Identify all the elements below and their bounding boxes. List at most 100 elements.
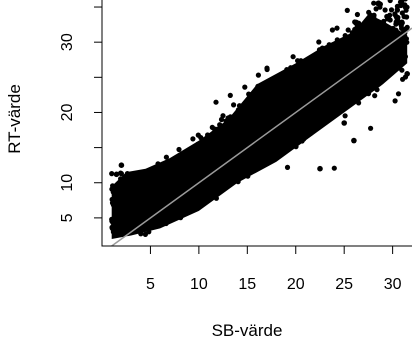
cloud-point [385, 54, 391, 60]
data-point [351, 137, 357, 144]
cloud-point [154, 167, 160, 173]
cloud-point [334, 25, 340, 31]
cloud-point [164, 171, 170, 177]
cloud-point [178, 215, 184, 221]
cloud-point [163, 154, 169, 160]
cloud-point [169, 215, 175, 222]
cloud-point [375, 68, 381, 74]
cloud-point [223, 123, 229, 129]
cloud-point [382, 38, 388, 44]
cloud-point [255, 72, 261, 78]
cloud-point [217, 122, 223, 128]
cloud-point [373, 6, 379, 12]
cloud-point [157, 176, 163, 182]
cloud-point [351, 57, 357, 64]
data-point [404, 71, 411, 77]
cloud-point [219, 181, 225, 187]
data-point [331, 74, 338, 81]
cloud-point [218, 136, 224, 142]
cloud-point [340, 79, 346, 85]
cloud-point [358, 53, 364, 60]
cloud-point [109, 171, 115, 177]
cloud-point [310, 80, 316, 86]
cloud-point [187, 152, 193, 158]
axes-layer [101, 0, 412, 247]
cloud-point [404, 14, 410, 20]
cloud-point [250, 103, 257, 109]
cloud-point [378, 27, 384, 33]
cloud-point [290, 54, 296, 60]
cloud-point [372, 28, 378, 34]
cloud-point [300, 116, 306, 123]
cloud-point [185, 181, 191, 187]
cloud-point [169, 182, 175, 188]
cloud-point [183, 173, 189, 179]
cloud-point [235, 158, 241, 164]
data-point [111, 197, 118, 204]
cloud-point [315, 119, 321, 125]
cloud-point [242, 130, 248, 136]
cloud-point [255, 157, 261, 164]
cloud-point [240, 135, 246, 141]
cloud-point [163, 197, 169, 203]
cloud-point [314, 72, 321, 78]
cloud-point [382, 7, 388, 13]
cloud-point [232, 135, 239, 141]
cloud-point [364, 48, 370, 54]
cloud-point [358, 26, 365, 32]
cloud-point [388, 7, 395, 13]
cloud-point [390, 59, 396, 65]
cloud-point [284, 99, 290, 105]
data-point [138, 176, 144, 182]
data-point [234, 144, 241, 151]
cloud-point [174, 179, 180, 185]
cloud-point [178, 160, 184, 166]
cloud-point [118, 170, 124, 176]
cloud-point [345, 97, 351, 103]
cloud-point [279, 88, 285, 94]
cloud-point [380, 32, 386, 38]
cloud-point [325, 76, 331, 82]
cloud-point [128, 215, 135, 221]
cloud-point [281, 104, 287, 110]
cloud-point [279, 98, 286, 104]
data-point [110, 229, 117, 235]
y-tick-label: 20 [59, 103, 76, 121]
cloud-point [290, 137, 296, 143]
cloud-point [157, 191, 163, 197]
cloud-point [265, 106, 271, 112]
cloud-point [223, 148, 229, 154]
data-point [360, 39, 367, 45]
cloud-point [392, 12, 398, 18]
cloud-point [185, 177, 191, 183]
cloud-point [113, 188, 119, 194]
cloud-point [252, 145, 258, 151]
cloud-point [210, 143, 216, 149]
data-point [121, 220, 128, 227]
cloud-point [190, 136, 196, 142]
cloud-point [386, 67, 392, 73]
cloud-point [256, 147, 262, 153]
cloud-point [387, 17, 393, 23]
cloud-point [189, 170, 195, 176]
cloud-point [133, 178, 139, 184]
cloud-point [257, 100, 263, 107]
cloud-point [334, 37, 340, 43]
cloud-point [370, 82, 377, 88]
cloud-point [227, 92, 233, 98]
cloud-point [350, 93, 356, 100]
cloud-point [180, 169, 186, 175]
cloud-point [358, 30, 364, 36]
cloud-point [365, 91, 372, 97]
cloud-point [284, 67, 290, 73]
cloud-point [133, 173, 139, 179]
data-point [399, 53, 406, 59]
cloud-point [260, 155, 266, 161]
cloud-point [147, 190, 153, 196]
cloud-point [298, 58, 304, 64]
cloud-point [382, 74, 388, 80]
cloud-point [307, 86, 313, 92]
cloud-point [280, 110, 286, 116]
cloud-point [371, 0, 377, 6]
